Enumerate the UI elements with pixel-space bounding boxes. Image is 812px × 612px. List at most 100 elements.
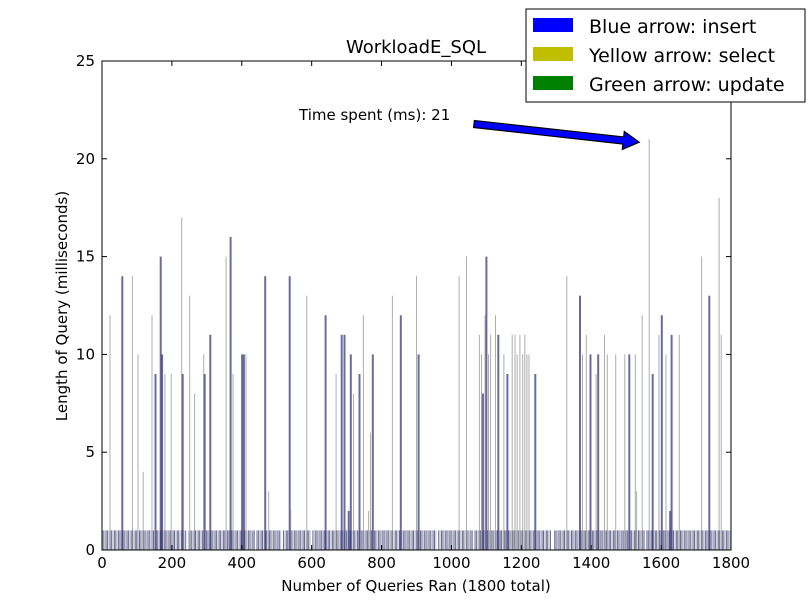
bar-baseline: [443, 530, 445, 550]
bar-baseline: [688, 530, 690, 550]
bar-baseline: [467, 530, 469, 550]
bar-baseline: [228, 530, 230, 550]
bar-baseline: [571, 530, 572, 550]
bar-baseline: [123, 530, 125, 550]
bar-baseline: [390, 530, 392, 550]
bar-baseline: [501, 530, 503, 550]
bar-spike: [485, 256, 488, 550]
bar-baseline: [702, 530, 704, 550]
bar-baseline: [448, 530, 449, 550]
bar-baseline: [316, 530, 318, 550]
annotation: Time spent (ms): 21: [298, 106, 641, 151]
bar-spike: [268, 491, 270, 550]
bar-baseline: [366, 530, 368, 550]
legend-swatch-insert: [533, 18, 573, 32]
bar-baseline: [294, 530, 296, 550]
bar-spike: [495, 315, 496, 550]
bar-baseline: [584, 530, 586, 550]
bar-spike: [189, 295, 191, 550]
bar-baseline: [470, 530, 472, 550]
bar-baseline: [432, 530, 434, 550]
bar-spike: [488, 354, 489, 550]
bar-baseline: [394, 530, 396, 550]
legend-label-update: Green arrow: update: [589, 74, 785, 96]
bar-baseline: [614, 530, 616, 550]
bar-baseline: [555, 530, 557, 550]
bar-baseline: [162, 530, 164, 550]
bar-baseline: [364, 530, 366, 550]
bar-spike: [720, 334, 722, 550]
bar-baseline: [262, 530, 263, 550]
bar-baseline: [537, 530, 539, 550]
bar-baseline: [371, 530, 373, 550]
bar-baseline: [238, 530, 240, 550]
bar-baseline: [297, 530, 298, 550]
bar-spike: [534, 374, 537, 550]
bar-baseline: [263, 530, 265, 550]
bar-baseline: [397, 530, 399, 550]
bar-baseline: [338, 530, 340, 550]
bar-spike: [264, 276, 267, 550]
bar-spike: [347, 510, 350, 550]
bar-baseline: [617, 530, 619, 550]
bar-baseline: [298, 530, 300, 550]
bar-baseline: [252, 530, 254, 550]
bar-baseline: [188, 530, 189, 550]
bar-baseline: [380, 530, 382, 550]
bar-baseline: [224, 530, 226, 550]
chart-title: WorkloadE_SQL: [346, 37, 486, 58]
bar-spike: [708, 295, 711, 550]
bar-baseline: [214, 530, 216, 550]
bar-baseline: [710, 530, 712, 550]
bar-spike: [597, 354, 600, 550]
bar-baseline: [456, 530, 458, 550]
bar-baseline: [540, 530, 542, 550]
bar-baseline: [382, 530, 384, 550]
bar-spike: [678, 334, 680, 550]
bar-spike: [490, 334, 492, 550]
bar-baseline: [329, 530, 331, 550]
bar-spike: [353, 393, 355, 550]
bar-baseline: [664, 530, 666, 550]
x-tick-label: 1800: [712, 554, 750, 572]
bar-baseline: [410, 530, 412, 550]
bar-baseline: [318, 530, 319, 550]
bar-baseline: [622, 530, 624, 550]
bar-baseline: [687, 530, 688, 550]
bar-baseline: [144, 530, 146, 550]
bar-baseline: [656, 530, 658, 550]
bar-baseline: [127, 530, 129, 550]
bar-baseline: [196, 530, 198, 550]
bar-baseline: [612, 530, 614, 550]
bar-baseline: [727, 530, 729, 550]
bar-baseline: [474, 530, 476, 550]
bar-baseline: [721, 530, 723, 550]
bar-baseline: [428, 530, 430, 550]
bar-baseline: [547, 530, 549, 550]
bar-baseline: [527, 530, 529, 550]
bar-spike: [358, 374, 361, 550]
bar-baseline: [545, 530, 547, 550]
bar-baseline: [396, 530, 398, 550]
bar-baseline: [431, 530, 433, 550]
bar-baseline: [119, 530, 121, 550]
bar-baseline: [452, 530, 454, 550]
bar-spike: [458, 276, 460, 550]
bar-baseline: [425, 530, 427, 550]
bar-spike: [225, 256, 227, 550]
bar-baseline: [334, 530, 336, 550]
bar-baseline: [692, 530, 694, 550]
bar-spike: [524, 334, 526, 550]
bar-spike: [369, 432, 371, 550]
bar-baseline: [633, 530, 635, 550]
bar-baseline: [176, 530, 178, 550]
bar-baseline: [220, 530, 222, 550]
bar-spike: [324, 315, 327, 550]
bar-baseline: [267, 530, 269, 550]
annotation-arrow: [472, 119, 641, 151]
bar-baseline: [323, 530, 325, 550]
bar-baseline: [157, 530, 159, 550]
bar-baseline: [376, 530, 378, 550]
bar-baseline: [685, 530, 687, 550]
bar-baseline: [174, 530, 175, 550]
